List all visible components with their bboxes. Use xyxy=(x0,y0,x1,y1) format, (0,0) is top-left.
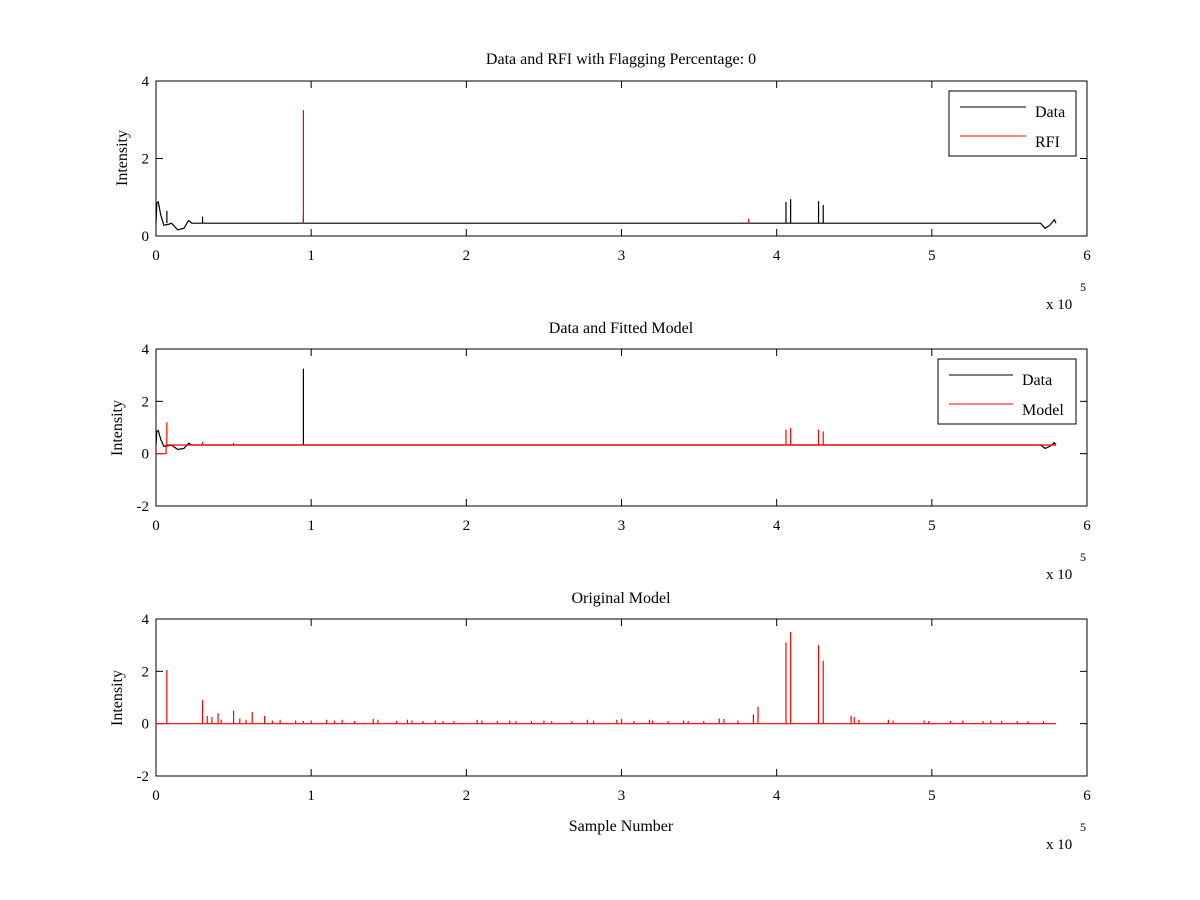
axes-3-x-tick-label: 1 xyxy=(307,788,315,804)
axes-3-title: Original Model xyxy=(571,590,671,607)
axes-2-series-model-line xyxy=(156,444,1056,455)
axes-2-x-tick-label: 3 xyxy=(618,518,626,534)
axes-1-x-multiplier-text: x 10 xyxy=(1046,297,1072,313)
axes-1-ylabel: Intensity xyxy=(114,130,131,186)
axes-1-y-tick-label: 2 xyxy=(142,152,150,168)
axes-1-x-tick-label: 5 xyxy=(928,248,936,264)
axes-2-x-tick-label: 2 xyxy=(463,518,471,534)
axes-1-y-tick-label: 4 xyxy=(142,74,150,90)
axes-3-x-tick-label: 4 xyxy=(773,788,781,804)
axes-3: Original Model Intensity Sample Number 0… xyxy=(109,590,1091,853)
axes-2-legend-box xyxy=(937,358,1077,425)
axes-1-x-multiplier-exponent: 5 xyxy=(1080,280,1086,294)
axes-3-x-multiplier: x 10 5 xyxy=(1046,820,1086,853)
axes-1-frame xyxy=(155,80,1088,237)
axes-2-series-model xyxy=(156,422,1056,455)
axes-2-legend-label-model: Model xyxy=(1022,402,1064,419)
axes-2-y-tick-label: 0 xyxy=(142,447,150,463)
axes-3-xlabel: Sample Number xyxy=(569,818,674,835)
axes-3-ylabel: Intensity xyxy=(109,670,126,726)
axes-2-x-multiplier: x 10 5 xyxy=(1046,550,1086,583)
axes-1-legend-box xyxy=(948,90,1077,157)
axes-3-y-tick-label: -2 xyxy=(137,769,150,785)
axes-2-x-multiplier-text: x 10 xyxy=(1046,567,1072,583)
axes-1-series-rfi xyxy=(302,110,750,224)
axes-1-legend-label-data: Data xyxy=(1035,104,1065,121)
axes-1-y-tick-label: 0 xyxy=(142,229,150,245)
axes-2-legend-label-data: Data xyxy=(1022,372,1052,389)
axes-3-series-model xyxy=(156,632,1056,725)
axes-2-title: Data and Fitted Model xyxy=(549,320,694,337)
axes-1-plot-area: 0 1 2 3 4 5 6 0 2 4 xyxy=(142,74,1092,264)
axes-1-x-tick-label: 0 xyxy=(152,248,160,264)
axes-1-x-tick-label: 4 xyxy=(773,248,781,264)
axes-3-x-tick-label: 0 xyxy=(152,788,160,804)
axes-2-x-tick-label: 6 xyxy=(1083,518,1091,534)
axes-1-x-tick-label: 3 xyxy=(618,248,626,264)
axes-1-x-tick-label: 1 xyxy=(307,248,315,264)
axes-3-frame xyxy=(155,618,1088,777)
axes-1-title: Data and RFI with Flagging Percentage: 0 xyxy=(486,51,756,68)
axes-1-legend: Data RFI xyxy=(948,90,1077,157)
axes-2-x-tick-label: 1 xyxy=(307,518,315,534)
axes-1-series-data-line xyxy=(155,200,1057,231)
axes-1-x-tick-label: 2 xyxy=(463,248,471,264)
axes-3-x-multiplier-exponent: 5 xyxy=(1080,820,1086,834)
axes-2: Data and Fitted Model Intensity 0 1 2 3 4 5 6 -… xyxy=(109,320,1091,583)
axes-3-y-tick-label: 2 xyxy=(142,664,150,680)
axes-2-y-tick-label: -2 xyxy=(137,499,150,515)
axes-2-x-tick-label: 0 xyxy=(152,518,160,534)
axes-1-x-multiplier: x 10 5 xyxy=(1046,280,1086,313)
axes-3-x-multiplier-text: x 10 xyxy=(1046,837,1072,853)
axes-2-series-data-line xyxy=(155,429,1057,451)
axes-2-x-multiplier-exponent: 5 xyxy=(1080,550,1086,564)
axes-2-series-data xyxy=(155,368,1057,451)
axes-1-x-tick-label: 6 xyxy=(1083,248,1091,264)
axes-2-ylabel: Intensity xyxy=(109,400,126,456)
axes-3-x-tick-label: 6 xyxy=(1083,788,1091,804)
axes-2-y-tick-label: 2 xyxy=(142,394,150,410)
axes-2-y-tick-label: 4 xyxy=(142,342,150,358)
axes-3-x-tick-label: 2 xyxy=(463,788,471,804)
axes-3-x-tick-label: 5 xyxy=(928,788,936,804)
axes-2-legend: Data Model xyxy=(937,358,1077,425)
axes-3-x-tick-label: 3 xyxy=(618,788,626,804)
axes-2-x-tick-label: 4 xyxy=(773,518,781,534)
axes-1: Data and RFI with Flagging Percentage: 0… xyxy=(114,51,1091,313)
axes-1-series-data xyxy=(155,199,1057,231)
axes-3-y-tick-label: 4 xyxy=(142,612,150,628)
axes-2-x-tick-label: 5 xyxy=(928,518,936,534)
axes-3-y-tick-label: 0 xyxy=(142,717,150,733)
axes-1-legend-label-rfi: RFI xyxy=(1035,134,1060,151)
